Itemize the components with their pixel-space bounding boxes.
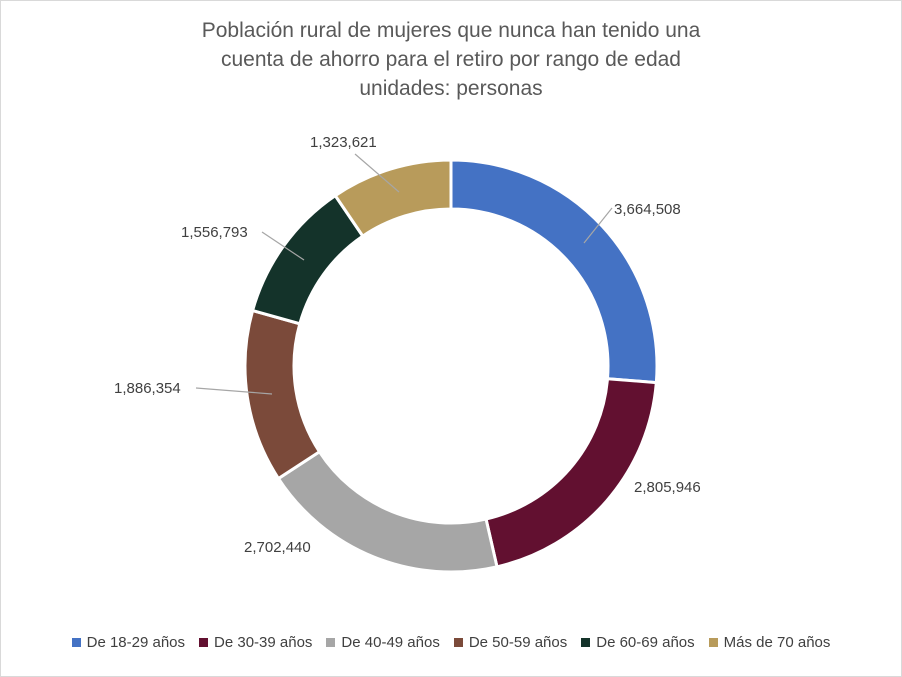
legend-item: De 40-49 años: [326, 634, 440, 651]
chart-legend: De 18-29 años De 30-39 años De 40-49 años D…: [0, 634, 902, 651]
chart-title-line-1: Población rural de mujeres que nunca han…: [202, 19, 701, 42]
donut-slice: [333, 158, 453, 239]
data-label: 2,805,946: [634, 479, 701, 496]
donut-slice: [449, 158, 659, 385]
data-label: 1,323,621: [310, 134, 377, 151]
label-leader-line: [354, 153, 400, 193]
legend-swatch: [71, 638, 81, 647]
legend-label: De 18-29 años: [86, 634, 186, 651]
data-label: 2,702,440: [244, 539, 311, 556]
legend-swatch: [708, 638, 718, 647]
label-leader-lines: [195, 153, 613, 395]
chart-title-line-2: cuenta de ahorro para el retiro por rang…: [221, 48, 681, 71]
legend-swatch: [453, 638, 463, 647]
legend-item: Más de 70 años: [708, 634, 831, 651]
legend-label: De 30-39 años: [214, 634, 313, 651]
data-labels: 3,664,508 2,805,946 2,702,440 1,886,354 1,55…: [114, 134, 701, 556]
chart-subtitle: unidades: personas: [359, 77, 542, 100]
data-label: 3,664,508: [614, 201, 681, 218]
legend-label: De 50-59 años: [468, 634, 568, 651]
donut-slice: [250, 193, 365, 326]
data-label: 1,886,354: [114, 380, 181, 397]
label-leader-line: [583, 207, 613, 244]
legend-swatch: [581, 638, 591, 647]
donut-slice: [276, 449, 499, 574]
donut-slice: [484, 377, 658, 569]
legend-swatch: [326, 638, 336, 647]
legend-label: De 40-49 años: [341, 634, 440, 651]
legend-item: De 60-69 años: [581, 634, 695, 651]
legend-swatch: [199, 638, 209, 647]
label-leader-line: [261, 231, 305, 261]
legend-label: Más de 70 años: [723, 634, 831, 651]
legend-item: De 30-39 años: [199, 634, 312, 651]
data-label: 1,556,793: [181, 224, 248, 241]
legend-item: De 50-59 años: [453, 634, 568, 651]
legend-item: De 18-29 años: [71, 634, 186, 651]
donut-slices: [243, 158, 659, 574]
donut-slice: [243, 308, 322, 481]
legend-label: De 60-69 años: [596, 634, 695, 651]
label-leader-line: [195, 387, 273, 395]
